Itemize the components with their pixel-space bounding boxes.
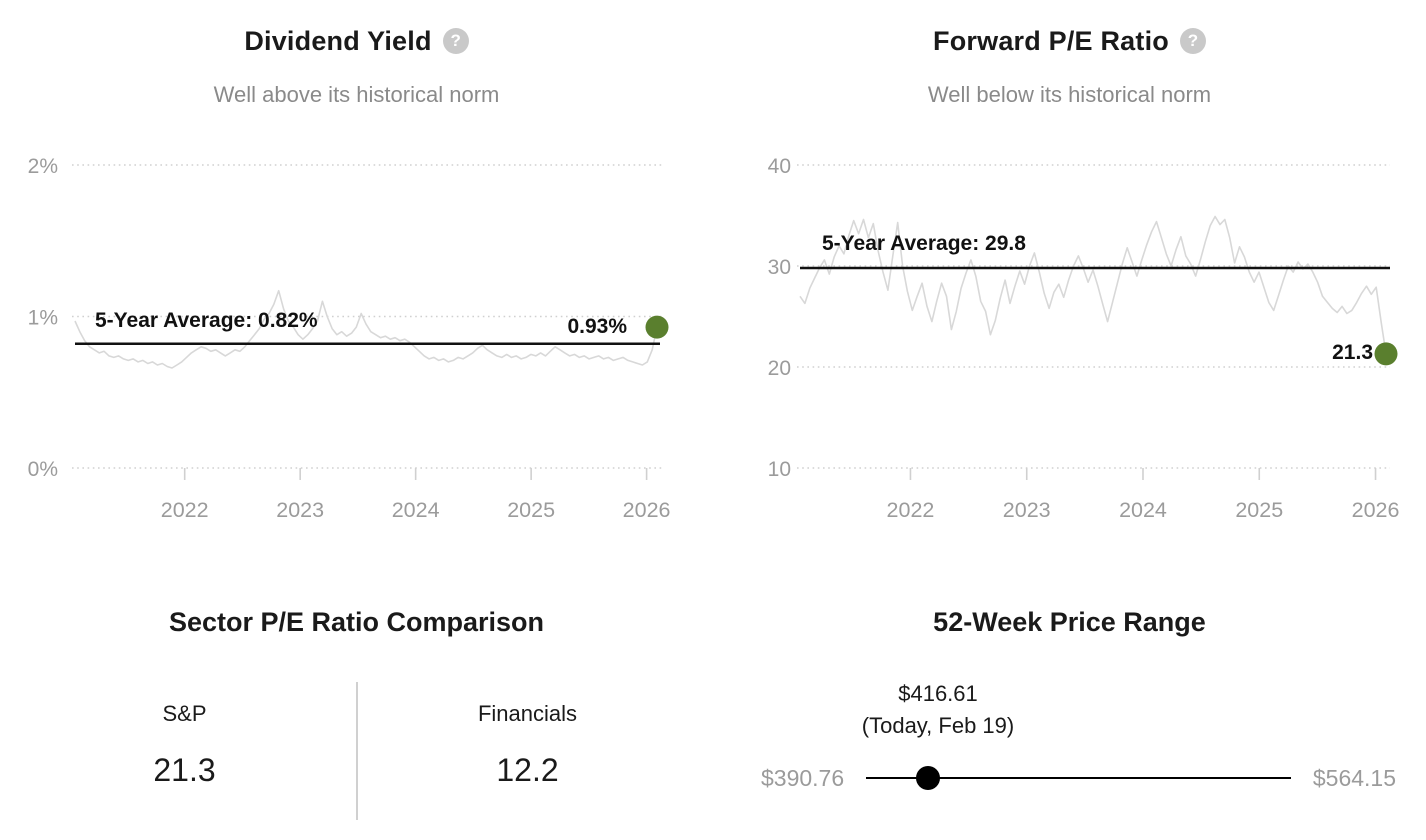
svg-text:10: 10 — [768, 458, 791, 481]
sector-sp-value: 21.3 — [153, 752, 216, 788]
svg-text:40: 40 — [768, 155, 791, 178]
price-range-current-block: $416.61 (Today, Feb 19) — [713, 680, 1163, 740]
price-range-title: 52-Week Price Range — [933, 607, 1206, 637]
svg-text:20: 20 — [768, 357, 791, 380]
svg-text:1%: 1% — [28, 307, 58, 330]
dividend-yield-title: Dividend Yield — [244, 26, 432, 56]
sector-comparison-columns: S&P 21.3 Financials 12.2 — [13, 680, 699, 822]
dividend-average-label: 5-Year Average: 0.82% — [95, 309, 318, 332]
svg-text:2022: 2022 — [161, 498, 209, 522]
dividend-yield-panel: Dividend Yield ? Well above its historic… — [0, 0, 713, 560]
price-range-handle[interactable] — [915, 766, 940, 790]
dividend-yield-header: Dividend Yield ? — [0, 0, 713, 58]
svg-text:2026: 2026 — [623, 498, 671, 522]
sector-column-divider — [356, 682, 358, 820]
forward-pe-title: Forward P/E Ratio — [933, 26, 1169, 56]
price-range-panel: 52-Week Price Range $416.61 (Today, Feb … — [713, 560, 1426, 840]
current-price-date: (Today, Feb 19) — [861, 713, 1015, 738]
current-price-value: $416.61 — [898, 681, 978, 706]
sector-financials-label: Financials — [477, 701, 578, 726]
price-range-slider: $390.76 $564.15 — [713, 762, 1426, 794]
forward-pe-header: Forward P/E Ratio ? — [713, 0, 1426, 58]
svg-text:2%: 2% — [28, 155, 58, 178]
dividend-yield-subtitle: Well above its historical norm — [213, 82, 500, 107]
forward-pe-help-icon[interactable]: ? — [1179, 28, 1206, 54]
pe-current-label: 21.3 — [1332, 341, 1373, 364]
svg-text:2024: 2024 — [392, 498, 440, 522]
svg-text:0%: 0% — [28, 458, 58, 481]
sector-comparison-panel: Sector P/E Ratio Comparison S&P 21.3 Fin… — [0, 560, 713, 840]
dividend-yield-chart: 2% 1% 0% 2022 2023 2024 2025 2026 — [28, 155, 671, 522]
svg-text:2023: 2023 — [1003, 498, 1051, 522]
sector-comparison-title: Sector P/E Ratio Comparison — [168, 607, 545, 637]
svg-text:30: 30 — [768, 256, 791, 279]
forward-pe-panel: Forward P/E Ratio ? Well below its histo… — [713, 0, 1426, 560]
svg-text:2025: 2025 — [1235, 498, 1283, 522]
svg-text:2024: 2024 — [1119, 498, 1167, 522]
sector-financials-value: 12.2 — [496, 752, 559, 788]
price-range-low-label: $390.76 — [761, 764, 845, 791]
svg-text:2025: 2025 — [507, 498, 555, 522]
svg-text:2026: 2026 — [1352, 498, 1400, 522]
dividend-current-label: 0.93% — [567, 315, 627, 338]
sector-column-financials: Financials 12.2 — [356, 680, 699, 822]
pe-average-label: 5-Year Average: 29.8 — [822, 232, 1026, 255]
forward-pe-subtitle: Well below its historical norm — [927, 82, 1212, 107]
price-range-high-label: $564.15 — [1312, 764, 1396, 791]
sector-column-sp: S&P 21.3 — [13, 680, 356, 822]
svg-text:2023: 2023 — [276, 498, 324, 522]
price-range-track[interactable] — [866, 766, 1291, 790]
svg-text:2022: 2022 — [887, 498, 935, 522]
forward-pe-chart: 40 30 20 10 2022 2023 2024 2025 2026 — [768, 155, 1400, 522]
dividend-yield-help-icon[interactable]: ? — [442, 28, 469, 54]
sector-sp-label: S&P — [162, 701, 207, 726]
